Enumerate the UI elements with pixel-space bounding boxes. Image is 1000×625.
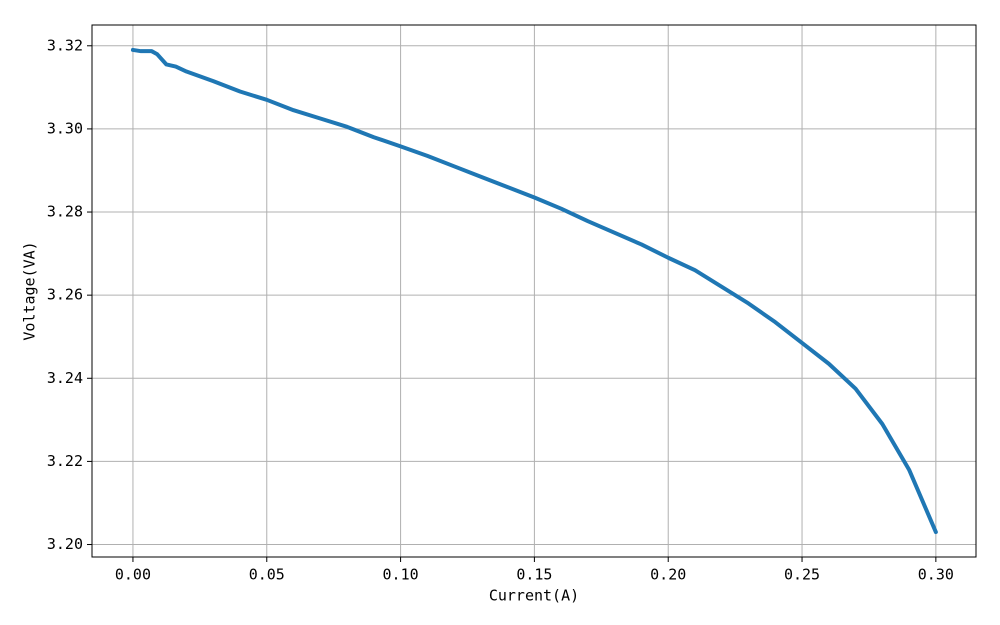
x-tick-label: 0.10 xyxy=(383,566,419,584)
x-axis-label: Current(A) xyxy=(489,587,579,605)
y-axis-label: Voltage(VA) xyxy=(21,241,39,340)
y-tick-label: 3.32 xyxy=(47,36,83,54)
y-tick-label: 3.22 xyxy=(47,452,83,470)
y-tick-label: 3.26 xyxy=(47,286,83,304)
x-tick-label: 0.15 xyxy=(516,566,552,584)
x-tick-label: 0.05 xyxy=(249,566,285,584)
x-tick-label: 0.20 xyxy=(650,566,686,584)
y-tick-label: 3.28 xyxy=(47,203,83,221)
y-tick-label: 3.30 xyxy=(47,119,83,137)
x-tick-label: 0.30 xyxy=(918,566,954,584)
y-tick-label: 3.24 xyxy=(47,369,83,387)
y-tick-label: 3.20 xyxy=(47,535,83,553)
data-line xyxy=(130,47,938,535)
x-tick-label: 0.25 xyxy=(784,566,820,584)
x-tick-label: 0.00 xyxy=(115,566,151,584)
plot-frame xyxy=(91,24,977,558)
